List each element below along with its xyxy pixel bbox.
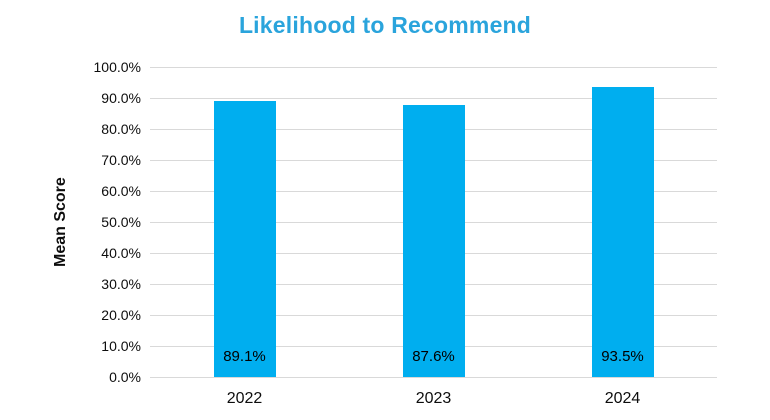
gridline (150, 67, 717, 68)
x-tick-label-2024: 2024 (604, 390, 641, 407)
y-tick-label: 60.0% (101, 183, 141, 199)
x-tick-label-2022: 2022 (226, 390, 263, 407)
y-tick-label: 50.0% (101, 214, 141, 230)
bar-2024 (591, 87, 654, 377)
y-tick-label: 90.0% (101, 90, 141, 106)
y-tick-label: 10.0% (101, 338, 141, 354)
bar-2023 (402, 105, 465, 377)
bar-2022 (213, 100, 276, 377)
bar-data-label-2023: 87.6% (412, 348, 455, 365)
y-tick-label: 70.0% (101, 152, 141, 168)
y-tick-label: 100.0% (93, 59, 141, 75)
y-tick-label: 40.0% (101, 245, 141, 261)
y-tick-label: 20.0% (101, 307, 141, 323)
y-tick-label: 80.0% (101, 121, 141, 137)
bar-data-label-2022: 89.1% (223, 348, 266, 365)
x-tick-label-2023: 2023 (415, 390, 452, 407)
chart-title: Likelihood to Recommend (238, 12, 532, 38)
bar-data-label-2024: 93.5% (601, 348, 644, 365)
gridline (150, 377, 717, 378)
gridline (150, 98, 717, 99)
y-tick-label: 30.0% (101, 276, 141, 292)
y-tick-label: 0.0% (109, 369, 141, 385)
